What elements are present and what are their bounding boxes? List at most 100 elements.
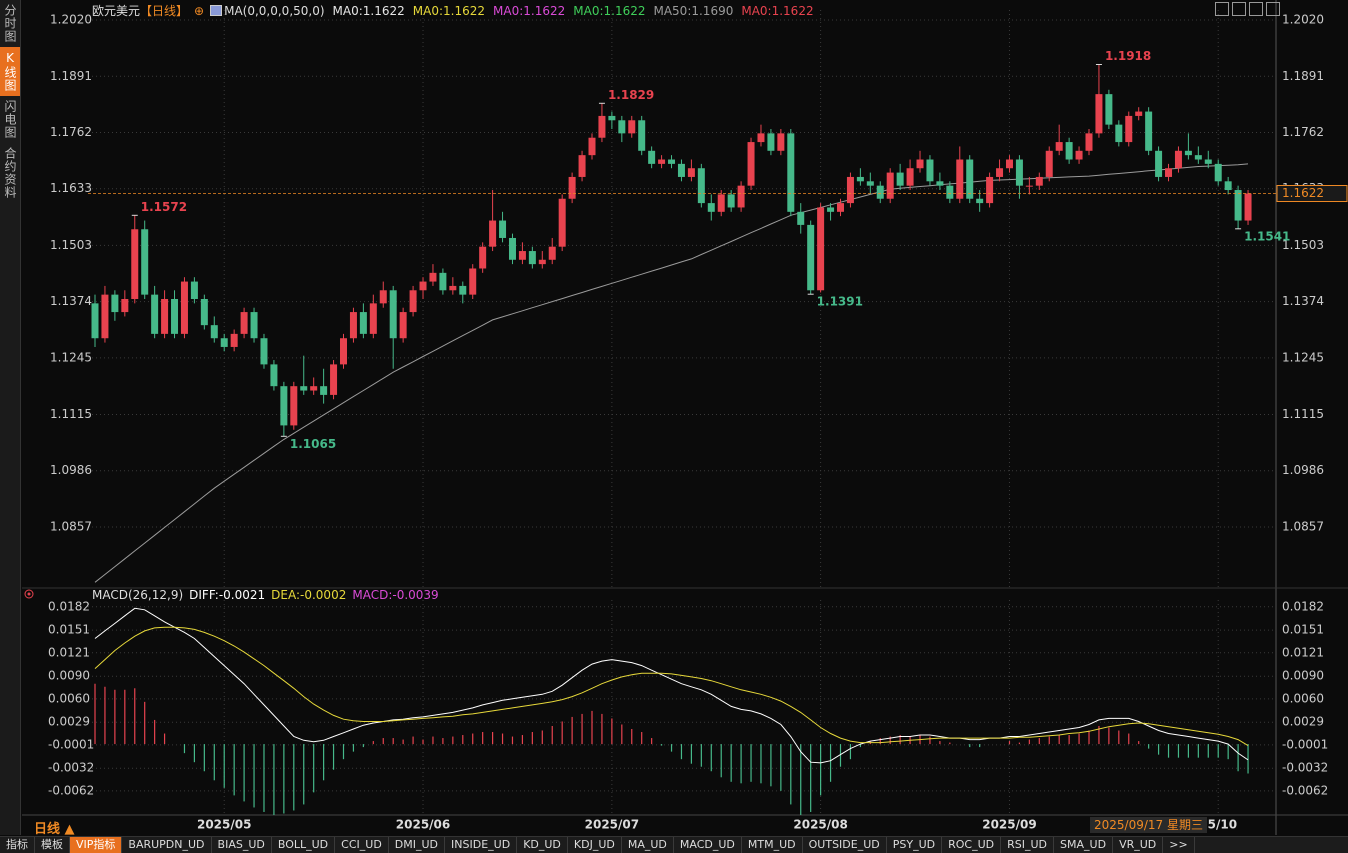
indicator-tab[interactable]: MTM_UD	[742, 837, 803, 853]
candle-body	[697, 168, 705, 204]
y-tick-label: 0.0060	[48, 691, 90, 705]
candle-body	[399, 312, 407, 339]
candle-body	[817, 207, 825, 291]
indicator-tab[interactable]: >>	[1163, 837, 1195, 853]
indicator-tab[interactable]: OUTSIDE_UD	[803, 837, 887, 853]
x-tick-label: 25/10	[1199, 818, 1237, 832]
indicator-tab[interactable]: BOLL_UD	[272, 837, 336, 853]
candle-body	[677, 163, 685, 177]
x-tick-label: 2025/06	[396, 818, 450, 832]
candle-body	[1005, 159, 1013, 169]
indicator-tab[interactable]: SMA_UD	[1054, 837, 1114, 853]
candle-body	[966, 159, 974, 199]
icon-button[interactable]	[1232, 2, 1246, 16]
candle-body	[1095, 94, 1103, 134]
y-tick-label: 1.1503	[50, 238, 92, 252]
indicator-tab[interactable]: MACD_UD	[674, 837, 742, 853]
indicator-tab[interactable]: KDJ_UD	[568, 837, 622, 853]
candle-body	[837, 203, 844, 212]
indicator-icon[interactable]	[210, 5, 223, 16]
candle-body	[270, 364, 278, 387]
period-label: 【日线】	[140, 4, 189, 18]
candle-body	[638, 120, 646, 151]
candle-body	[1155, 150, 1163, 177]
y-tick-label: -0.0001	[48, 737, 94, 751]
indicator-icon-dot	[27, 592, 31, 596]
candle-body	[1085, 133, 1093, 151]
indicator-tab[interactable]: 模板	[35, 837, 70, 853]
candle-body	[320, 386, 328, 395]
indicator-tab[interactable]: PSY_UD	[887, 837, 943, 853]
y-tick-label: 0.0121	[48, 645, 90, 659]
legend-entry: MA0:1.1622	[493, 3, 566, 18]
y-tick-label: 0.0151	[48, 623, 90, 637]
candle-body	[797, 211, 805, 225]
candle-body	[290, 386, 298, 426]
candle-body	[757, 133, 765, 143]
icon-button[interactable]	[1249, 2, 1263, 16]
chart-title: 欧元美元	[92, 4, 141, 18]
indicator-tab[interactable]: KD_UD	[517, 837, 568, 853]
icon-button[interactable]	[1266, 2, 1280, 16]
candle-body	[538, 259, 546, 265]
indicator-tab[interactable]: VR_UD	[1113, 837, 1164, 853]
last-price-label: 1.1622	[1282, 186, 1324, 200]
candle-body	[548, 246, 556, 260]
y-tick-label: -0.0062	[48, 783, 94, 797]
sidebar-tab[interactable]: K线图	[0, 47, 20, 96]
candle-body	[807, 224, 815, 291]
add-icon[interactable]: ⊕	[194, 3, 205, 18]
x-tick-label: 2025/08	[793, 818, 847, 832]
y-tick-label-right: 0.0090	[1282, 669, 1324, 683]
candle-body	[876, 185, 884, 199]
candle-body	[1214, 163, 1222, 182]
candle-body	[1115, 124, 1123, 143]
period-button[interactable]: 日线 ▲	[34, 822, 75, 837]
candle-body	[1244, 193, 1252, 221]
legend-entry: DIFF:-0.0021	[189, 588, 266, 602]
high-label: 1.1918	[1105, 49, 1151, 63]
y-tick-label-right: 1.0857	[1282, 519, 1324, 533]
candle-body	[1075, 150, 1083, 160]
indicator-tab[interactable]: BIAS_UD	[212, 837, 272, 853]
sidebar-tab[interactable]: 合约资料	[3, 147, 17, 199]
sidebar-tab[interactable]: 分时图	[3, 4, 17, 43]
indicator-icon[interactable]	[24, 589, 34, 599]
indicator-tab[interactable]: BARUPDN_UD	[122, 837, 212, 853]
y-tick-label: 1.1245	[50, 350, 92, 364]
legend-entry: MA0:1.1622	[412, 3, 486, 18]
candle-body	[986, 176, 994, 204]
indicator-tab[interactable]: VIP指标	[70, 837, 123, 853]
legend-entry: DEA:-0.0002	[271, 588, 347, 602]
indicator-tab[interactable]: MA_UD	[622, 837, 674, 853]
macd-line	[94, 626, 1249, 747]
indicator-tab[interactable]: DMI_UD	[389, 837, 446, 853]
candle-body	[896, 172, 904, 186]
indicator-tab[interactable]: INSIDE_UD	[445, 837, 518, 853]
cursor-date: 2025/09/17 星期三	[1090, 817, 1207, 833]
candle-body	[518, 251, 526, 260]
y-tick-label-right: -0.0062	[1282, 783, 1328, 797]
candle-body	[349, 312, 357, 339]
candle-body	[976, 198, 984, 204]
candle-body	[996, 168, 1004, 177]
candle-body	[499, 220, 507, 238]
y-tick-label-right: 1.1115	[1282, 407, 1324, 421]
candle-body	[1184, 150, 1192, 156]
y-tick-label-right: 1.0986	[1282, 463, 1324, 477]
indicator-tab[interactable]: ROC_UD	[942, 837, 1002, 853]
icon-button[interactable]	[1215, 2, 1229, 16]
macd-header: MACD(26,12,9) DIFF:-0.0021 DEA:-0.0002 MAC…	[92, 588, 439, 602]
sidebar-tab[interactable]: 闪电图	[3, 100, 17, 139]
candle-body	[230, 333, 238, 347]
candle-body	[449, 285, 457, 291]
indicator-tab[interactable]: 指标	[0, 837, 35, 853]
indicator-tab[interactable]: RSI_UD	[1001, 837, 1055, 853]
indicator-tab[interactable]: CCI_UD	[335, 837, 389, 853]
legend-entry: MA0:1.1622	[573, 3, 646, 18]
ma50-line	[94, 163, 1249, 583]
candle-body	[250, 312, 258, 339]
low-label: 1.1541	[1244, 229, 1290, 243]
